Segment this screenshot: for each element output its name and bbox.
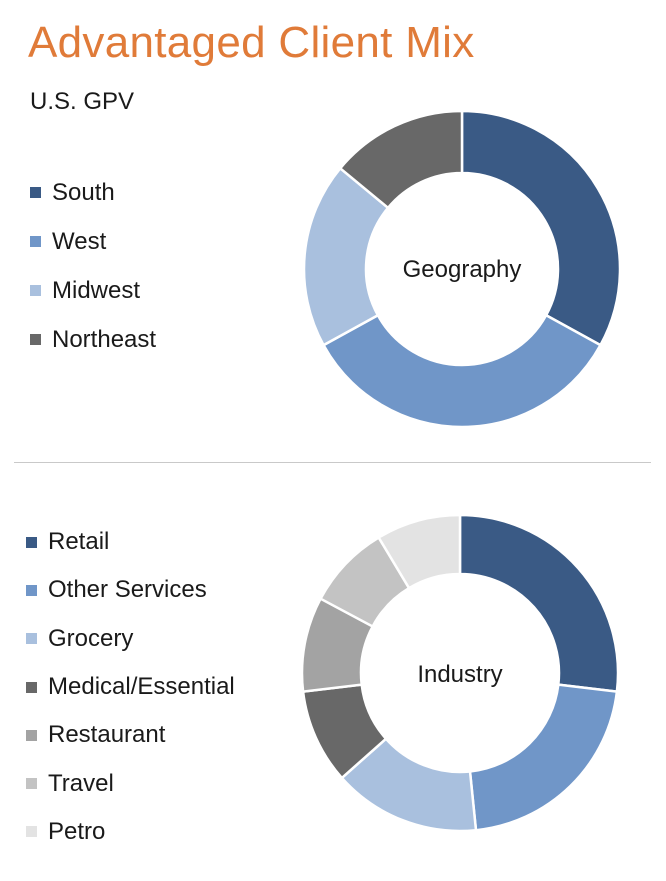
legend-item-medical-essential: Medical/Essential bbox=[26, 663, 235, 711]
donut-center-label: Geography bbox=[403, 256, 522, 283]
donut-slice-northeast bbox=[338, 109, 464, 210]
industry-donut-chart: Industry bbox=[300, 513, 620, 833]
donut-slice-other-services bbox=[468, 683, 619, 832]
legend-item-other-services: Other Services bbox=[26, 566, 235, 614]
donut-slice-south bbox=[460, 109, 622, 347]
section-divider bbox=[14, 462, 651, 463]
geography-donut-chart: Geography bbox=[302, 109, 622, 429]
legend-swatch bbox=[26, 633, 37, 645]
legend-item-travel: Travel bbox=[26, 759, 235, 807]
legend-item-restaurant: Restaurant bbox=[26, 711, 235, 759]
legend-label: Restaurant bbox=[48, 721, 166, 749]
legend-item-midwest: Midwest bbox=[30, 266, 156, 315]
legend-label: Travel bbox=[48, 769, 114, 797]
page-subtitle: U.S. GPV bbox=[30, 88, 135, 115]
legend-label: Midwest bbox=[52, 276, 141, 304]
legend-swatch bbox=[26, 681, 37, 693]
legend-item-grocery: Grocery bbox=[26, 615, 235, 663]
donut-slice-west bbox=[321, 313, 603, 429]
legend-label: Grocery bbox=[48, 624, 134, 652]
legend-item-west: West bbox=[30, 217, 156, 266]
legend-swatch bbox=[26, 826, 37, 838]
legend-swatch bbox=[26, 536, 37, 548]
legend-item-petro: Petro bbox=[26, 808, 235, 856]
legend-swatch bbox=[26, 729, 37, 741]
legend-item-south: South bbox=[30, 168, 156, 217]
legend-label: West bbox=[52, 227, 107, 255]
legend-item-northeast: Northeast bbox=[30, 315, 156, 364]
donut-slices bbox=[300, 513, 620, 833]
legend-label: Northeast bbox=[52, 325, 157, 353]
industry-legend: Retail Other Services Grocery Medical/Es… bbox=[26, 518, 235, 856]
donut-center-label: Industry bbox=[417, 661, 502, 688]
donut-slices bbox=[302, 109, 622, 429]
page-title: Advantaged Client Mix bbox=[28, 18, 475, 67]
donut-slice-petro bbox=[376, 513, 462, 590]
legend-item-retail: Retail bbox=[26, 518, 235, 566]
legend-swatch bbox=[30, 187, 41, 198]
geography-legend: South West Midwest Northeast bbox=[30, 168, 156, 364]
legend-label: South bbox=[52, 178, 115, 206]
donut-slice-retail bbox=[458, 513, 620, 694]
legend-swatch bbox=[30, 236, 41, 247]
legend-label: Other Services bbox=[48, 576, 207, 604]
legend-label: Medical/Essential bbox=[48, 673, 235, 701]
legend-swatch bbox=[26, 584, 37, 596]
legend-label: Petro bbox=[48, 817, 106, 845]
legend-swatch bbox=[26, 778, 37, 790]
legend-swatch bbox=[30, 334, 41, 345]
legend-label: Retail bbox=[48, 528, 110, 556]
legend-swatch bbox=[30, 285, 41, 296]
